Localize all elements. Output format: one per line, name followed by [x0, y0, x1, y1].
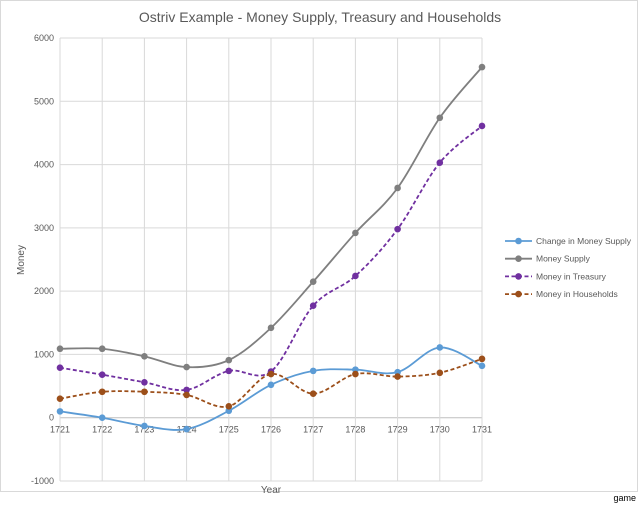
x-tick-label: 1725 — [219, 425, 239, 435]
data-point-change-in-money-supply — [141, 422, 148, 430]
data-point-money-in-households — [56, 395, 64, 403]
chart-title: Ostriv Example - Money Supply, Treasury … — [139, 9, 501, 25]
data-point-change-in-money-supply — [98, 414, 106, 422]
data-point-money-in-households — [394, 373, 401, 380]
y-tick-label: 0 — [49, 413, 54, 423]
data-point-money-supply — [436, 114, 444, 122]
data-point-money-in-households — [183, 391, 190, 399]
y-tick-label: 3000 — [34, 223, 54, 233]
x-tick-label: 1730 — [430, 425, 450, 435]
legend-label: Money Supply — [536, 254, 591, 264]
data-point-money-supply — [267, 324, 275, 332]
data-point-change-in-money-supply — [56, 408, 64, 415]
y-tick-label: 4000 — [34, 160, 54, 170]
data-point-money-in-households — [225, 403, 233, 410]
data-point-money-in-households — [352, 370, 359, 378]
x-tick-label: 1726 — [261, 425, 281, 435]
legend-marker-money-supply — [515, 255, 522, 262]
data-point-money-in-treasury — [225, 367, 233, 375]
x-tick-label: 1728 — [345, 425, 365, 435]
x-tick-label: 1729 — [388, 425, 408, 435]
watermark: game — [613, 493, 636, 503]
data-point-money-supply — [394, 184, 401, 192]
legend-label: Money in Households — [536, 289, 618, 299]
data-point-money-in-treasury — [98, 371, 106, 378]
y-tick-label: -1000 — [31, 476, 54, 486]
data-point-money-supply — [183, 363, 190, 371]
data-point-money-supply — [478, 63, 486, 71]
data-point-money-in-treasury — [141, 378, 148, 386]
data-point-money-supply — [352, 229, 359, 237]
x-axis-label: Year — [261, 485, 282, 496]
data-point-money-supply — [309, 278, 317, 285]
data-point-money-in-treasury — [352, 272, 359, 280]
y-tick-label: 6000 — [34, 33, 54, 43]
data-point-money-in-households — [478, 355, 486, 363]
data-point-money-supply — [225, 356, 233, 364]
y-tick-label: 5000 — [34, 96, 54, 106]
data-point-money-in-treasury — [309, 302, 317, 309]
series-line-money-supply — [59, 66, 483, 369]
legend-label: Money in Treasury — [536, 271, 607, 281]
legend-marker-change-in-money-supply — [515, 237, 522, 245]
data-point-money-in-treasury — [56, 364, 64, 372]
x-tick-label: 1727 — [303, 425, 323, 435]
series-line-money-in-treasury — [59, 125, 483, 392]
data-point-money-in-treasury — [183, 386, 190, 394]
x-tick-label: 1722 — [92, 425, 112, 435]
data-point-money-in-households — [436, 369, 444, 377]
x-tick-label: 1723 — [134, 425, 154, 435]
data-point-money-in-households — [98, 388, 106, 396]
data-point-change-in-money-supply — [309, 367, 317, 375]
data-point-money-in-treasury — [436, 159, 444, 166]
data-point-change-in-money-supply — [183, 425, 190, 433]
data-point-money-in-households — [309, 390, 317, 397]
legend-label: Change in Money Supply — [536, 236, 632, 246]
legend-marker-money-in-treasury — [515, 273, 522, 280]
data-point-money-in-households — [267, 370, 275, 378]
chart-frame — [0, 0, 638, 492]
data-point-money-in-treasury — [394, 225, 401, 233]
data-point-money-in-households — [141, 388, 148, 396]
y-tick-label: 1000 — [34, 349, 54, 359]
data-point-change-in-money-supply — [267, 381, 275, 389]
legend-marker-money-in-households — [515, 290, 522, 298]
data-point-money-supply — [56, 345, 64, 353]
x-tick-label: 1721 — [50, 425, 70, 435]
data-point-change-in-money-supply — [478, 362, 486, 370]
data-point-money-supply — [98, 345, 106, 353]
x-tick-label: 1731 — [472, 425, 492, 435]
series-line-money-in-households — [59, 358, 483, 408]
data-point-money-supply — [141, 353, 148, 360]
data-point-change-in-money-supply — [436, 344, 444, 351]
data-point-money-in-treasury — [478, 122, 486, 130]
y-axis-label: Money — [16, 245, 27, 275]
y-tick-label: 2000 — [34, 286, 54, 296]
